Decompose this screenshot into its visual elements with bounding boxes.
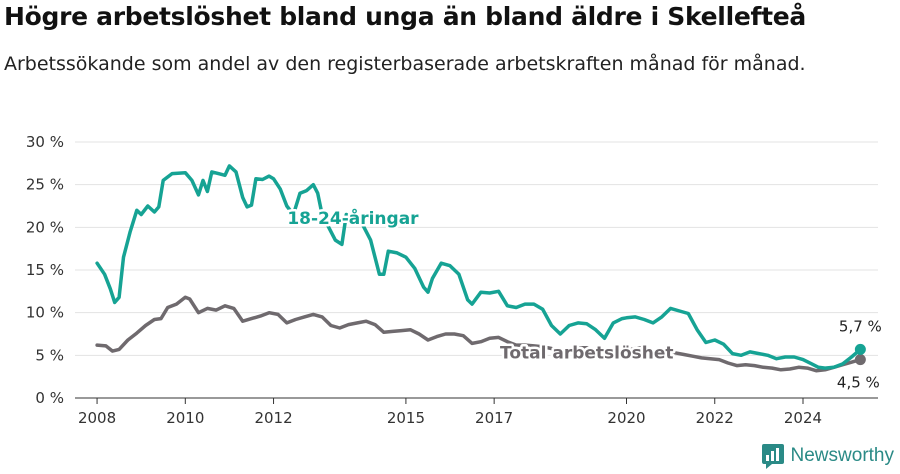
- y-tick-label: 5 %: [35, 346, 64, 364]
- y-axis-ticks: 0 % 5 % 10 % 15 % 20 % 25 % 30 %: [26, 133, 64, 407]
- series-line: [95, 295, 863, 373]
- grid-lines: [75, 141, 878, 356]
- series-lines: [95, 164, 866, 373]
- x-axis: 2008 2010 2012 2015 2017 2020 2022 2024: [75, 397, 878, 427]
- x-tick-label: 2022: [696, 409, 734, 427]
- series-end-point: [854, 354, 866, 366]
- x-tick-label: 2015: [387, 409, 425, 427]
- newsworthy-brand[interactable]: Newsworthy: [761, 443, 894, 469]
- y-tick-label: 25 %: [26, 176, 64, 194]
- x-tick-label: 2012: [254, 409, 292, 427]
- y-tick-label: 10 %: [26, 304, 64, 322]
- end-value-label-youth: 5,7 %: [839, 317, 882, 335]
- newsworthy-logo-icon: [761, 444, 784, 469]
- x-tick-label: 2008: [78, 409, 116, 427]
- y-tick-label: 30 %: [26, 133, 64, 151]
- x-tick-label: 2020: [607, 409, 645, 427]
- series-label-total: Total arbetslöshet: [500, 344, 674, 364]
- x-tick-label: 2010: [166, 409, 204, 427]
- end-value-label-total: 4,5 %: [837, 374, 880, 392]
- x-tick-label: 2017: [475, 409, 513, 427]
- chart-subtitle: Arbetssökande som andel av den registerb…: [4, 53, 806, 75]
- series-line: [95, 164, 863, 370]
- series-end-point: [854, 343, 866, 355]
- x-tick-label: 2024: [784, 409, 822, 427]
- series-label-youth: 18-24-åringar: [287, 207, 419, 229]
- series-labels: 18-24-åringar Total arbetslöshet 5,7 % 4,5 …: [285, 204, 884, 393]
- brand-name: Newsworthy: [790, 445, 894, 466]
- y-tick-label: 15 %: [26, 261, 64, 279]
- y-tick-label: 0 %: [35, 389, 64, 407]
- chart-title: Högre arbetslöshet bland unga än bland ä…: [4, 2, 806, 31]
- y-tick-label: 20 %: [26, 218, 64, 236]
